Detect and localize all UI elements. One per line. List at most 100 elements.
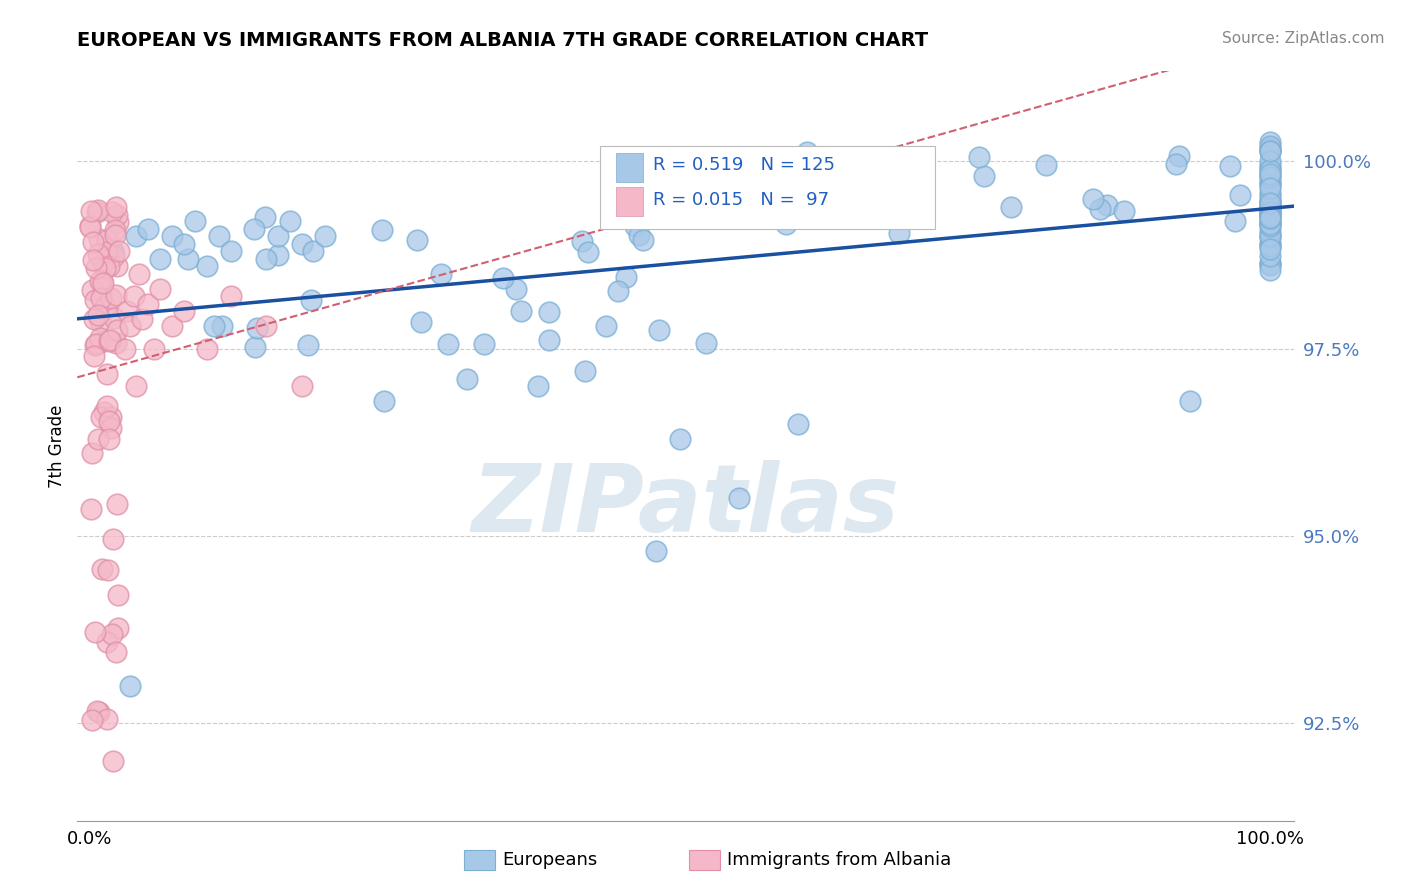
Point [100,627,122,641]
Point [1258,199,1281,213]
Text: Europeans: Europeans [502,851,598,869]
Point [80,501,103,516]
Point [1258,178,1281,192]
Point [98,333,121,347]
Point [107,621,129,635]
Point [105,287,128,301]
Point [727,491,749,506]
Point [1164,157,1187,171]
Point [195,259,218,273]
Point [1219,159,1241,173]
Point [219,289,242,303]
Point [243,341,266,355]
Point [173,236,195,251]
Point [105,208,128,222]
Point [606,284,628,298]
Point [107,215,129,229]
Point [94,301,117,315]
Point [695,335,717,350]
Point [1258,194,1281,208]
Point [571,234,593,248]
Point [107,244,129,259]
Point [91,562,114,576]
Point [79,219,101,234]
Point [887,226,910,240]
Point [87,203,110,218]
Point [96,233,118,247]
Point [1258,263,1281,277]
Point [136,221,159,235]
Point [1258,196,1281,211]
Point [195,342,218,356]
Point [1168,149,1191,163]
Point [1258,181,1281,195]
Point [429,268,451,282]
Point [1258,256,1281,270]
Point [131,311,153,326]
Point [648,323,671,337]
Point [1258,243,1281,257]
Point [79,204,101,219]
Point [128,267,150,281]
Point [125,379,148,393]
Point [849,182,872,196]
Point [1258,235,1281,250]
Point [105,323,128,337]
Point [1223,214,1246,228]
Point [509,303,531,318]
Point [1258,193,1281,207]
Point [302,244,325,259]
Point [97,432,120,446]
Point [98,414,121,428]
Point [1258,165,1281,179]
Point [786,417,808,431]
Point [84,293,107,307]
Point [595,318,617,333]
Point [472,336,495,351]
Point [176,252,198,266]
Point [211,318,233,333]
Point [87,336,110,351]
Point [96,244,118,259]
Point [1258,208,1281,222]
Point [1258,211,1281,225]
Point [973,169,995,183]
Point [1258,144,1281,158]
Point [1258,204,1281,219]
Point [755,189,778,203]
Point [1258,201,1281,215]
Point [1095,198,1118,212]
Point [105,200,128,214]
Point [728,186,751,200]
Point [1035,158,1057,172]
Point [103,311,125,326]
Point [1258,215,1281,229]
Point [405,233,427,247]
Point [1258,169,1281,184]
Point [202,319,225,334]
Point [1258,169,1281,183]
Point [1258,189,1281,203]
Point [87,705,110,719]
Point [104,645,127,659]
Point [1258,258,1281,272]
Point [83,349,105,363]
Point [97,334,120,348]
Point [1258,217,1281,231]
Point [173,304,195,318]
Point [90,409,112,424]
Point [254,319,277,334]
Text: Source: ZipAtlas.com: Source: ZipAtlas.com [1222,31,1385,46]
Point [97,563,120,577]
Point [136,296,159,310]
Point [1258,249,1281,263]
Point [1258,135,1281,149]
Point [93,405,115,419]
Y-axis label: 7th Grade: 7th Grade [48,404,66,488]
Text: ZIPatlas: ZIPatlas [471,460,900,552]
Point [101,754,124,768]
Point [1258,224,1281,238]
Point [1258,205,1281,219]
Point [1258,158,1281,172]
Point [103,248,125,262]
